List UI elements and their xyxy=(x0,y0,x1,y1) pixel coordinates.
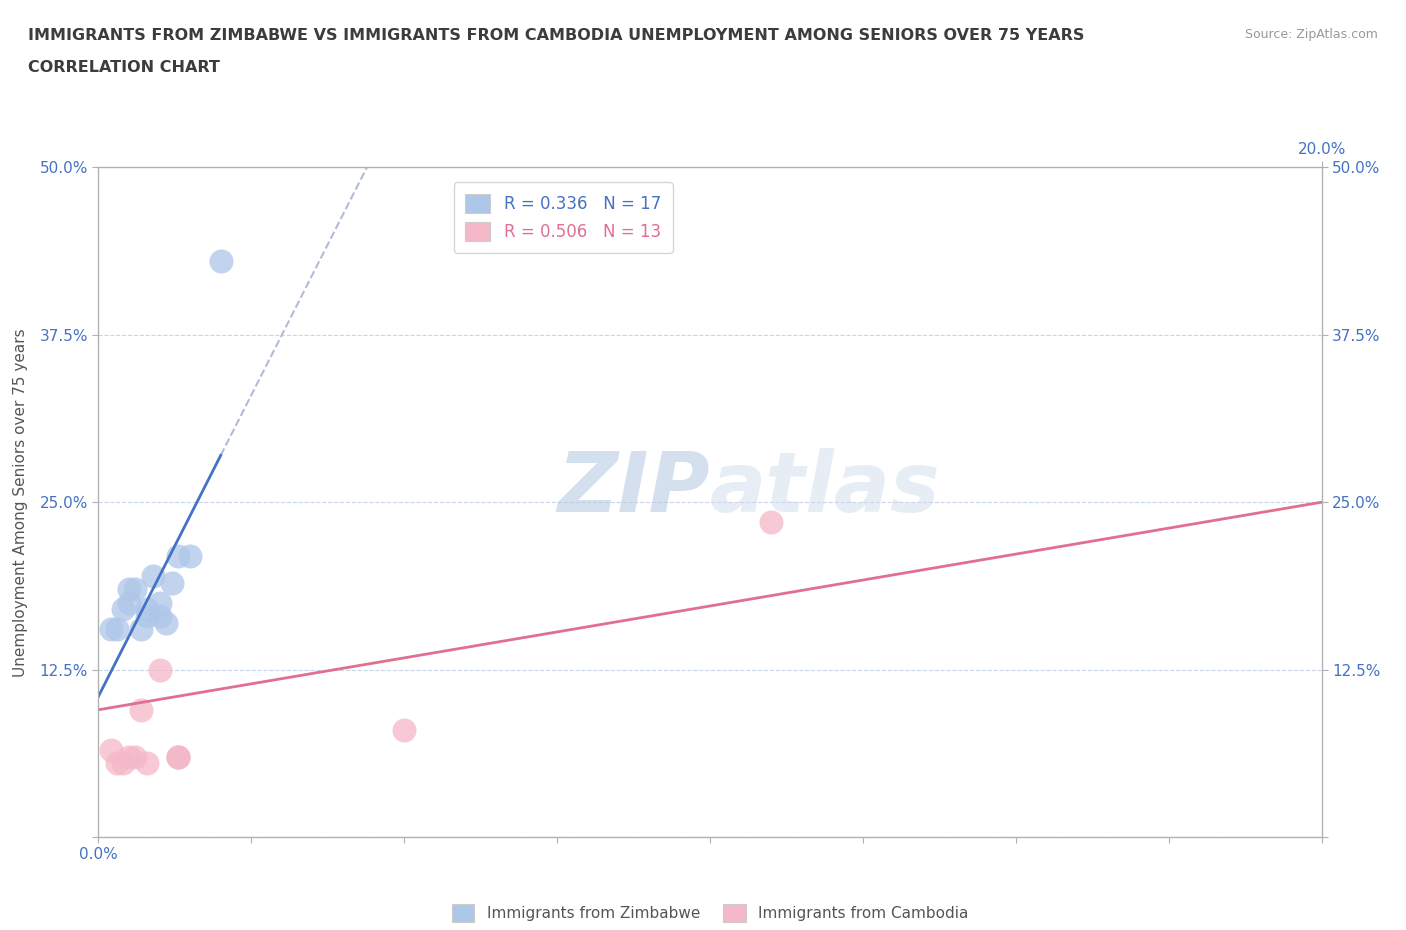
Point xyxy=(167,750,190,764)
Point xyxy=(118,582,141,597)
Legend: Immigrants from Zimbabwe, Immigrants from Cambodia: Immigrants from Zimbabwe, Immigrants fro… xyxy=(446,898,974,928)
Point xyxy=(167,549,190,564)
Y-axis label: Unemployment Among Seniors over 75 years: Unemployment Among Seniors over 75 years xyxy=(14,328,28,676)
Point xyxy=(100,622,122,637)
Point xyxy=(160,575,183,590)
Point xyxy=(136,602,159,617)
Point xyxy=(155,616,177,631)
Point xyxy=(167,750,190,764)
Point xyxy=(149,662,172,677)
Point xyxy=(136,608,159,623)
Point xyxy=(759,515,782,530)
Point xyxy=(149,608,172,623)
Point xyxy=(118,750,141,764)
Text: atlas: atlas xyxy=(710,448,941,529)
Point xyxy=(100,742,122,757)
Point xyxy=(124,582,146,597)
Point xyxy=(392,723,416,737)
Text: ZIP: ZIP xyxy=(557,448,710,529)
Point xyxy=(111,756,134,771)
Point xyxy=(179,549,201,564)
Point xyxy=(118,595,141,610)
Text: IMMIGRANTS FROM ZIMBABWE VS IMMIGRANTS FROM CAMBODIA UNEMPLOYMENT AMONG SENIORS : IMMIGRANTS FROM ZIMBABWE VS IMMIGRANTS F… xyxy=(28,28,1084,43)
Point xyxy=(136,756,159,771)
Point xyxy=(105,756,128,771)
Point xyxy=(111,602,134,617)
Point xyxy=(167,750,190,764)
Point xyxy=(129,702,152,717)
Point xyxy=(124,750,146,764)
Point xyxy=(142,568,165,583)
Point xyxy=(105,622,128,637)
Text: Source: ZipAtlas.com: Source: ZipAtlas.com xyxy=(1244,28,1378,41)
Text: CORRELATION CHART: CORRELATION CHART xyxy=(28,60,219,75)
Point xyxy=(149,595,172,610)
Point xyxy=(209,254,232,269)
Point xyxy=(129,622,152,637)
